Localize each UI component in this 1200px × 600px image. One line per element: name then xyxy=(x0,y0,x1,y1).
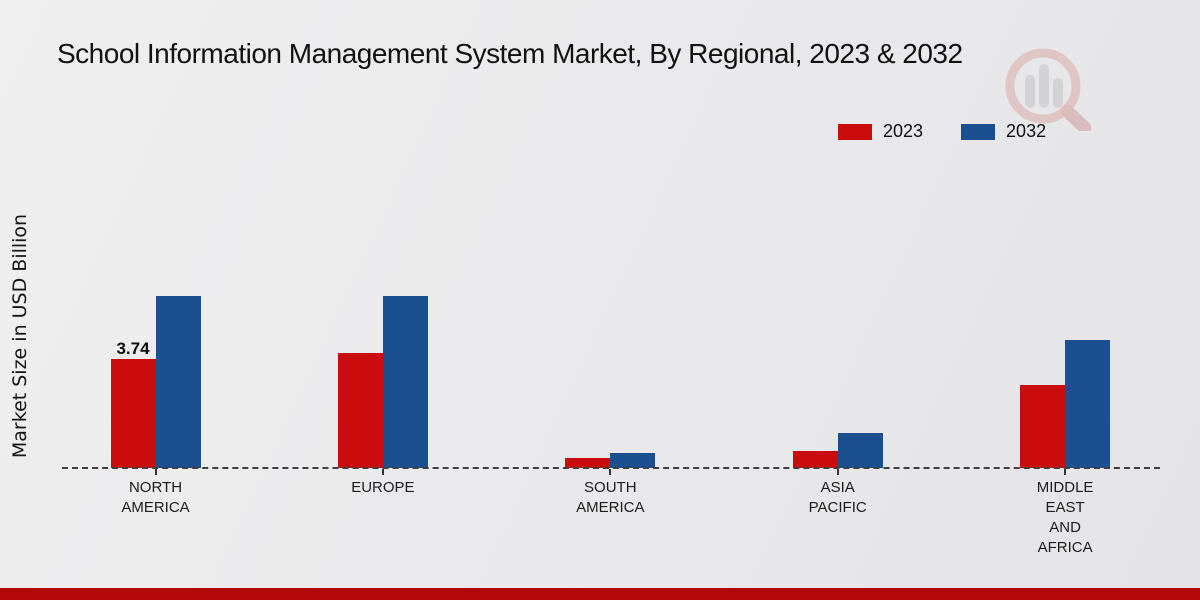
bar-2032-asia-pacific xyxy=(837,433,883,468)
bar-group-europe xyxy=(337,296,428,468)
bar-2023-north-america xyxy=(110,359,156,468)
x-axis-baseline xyxy=(62,467,1160,469)
legend-swatch-2032 xyxy=(961,123,996,140)
chart-title: School Information Management System Mar… xyxy=(57,38,963,69)
x-tick-europe xyxy=(381,469,384,475)
legend-label-2032: 2032 xyxy=(1006,121,1047,141)
bar-group-asia-pacific xyxy=(792,433,883,468)
legend-swatch-2023 xyxy=(838,123,872,140)
x-label-middle-east-and-africa: MIDDLE EAST AND AFRICA xyxy=(1036,479,1094,556)
bar-2023-south-america xyxy=(565,457,611,468)
legend-item-2032: 2032 xyxy=(961,121,1046,142)
bar-group-south-america xyxy=(565,453,656,468)
plot-area: 3.74 xyxy=(110,296,1111,468)
brand-watermark-logo xyxy=(1005,48,1092,131)
value-label-2023-north-america: 3.74 xyxy=(116,339,150,358)
bar-group-middle-east-and-africa xyxy=(1020,339,1111,468)
bar-2023-europe xyxy=(337,352,383,468)
x-label-south-america: SOUTH AMERICA xyxy=(576,479,645,516)
x-label-europe: EUROPE xyxy=(351,479,415,496)
legend: 2023 2032 xyxy=(838,121,1046,142)
bar-2032-north-america xyxy=(155,296,201,468)
bar-2032-middle-east-and-africa xyxy=(1065,339,1111,468)
bar-2023-middle-east-and-africa xyxy=(1020,385,1066,468)
x-label-asia-pacific: ASIA PACIFIC xyxy=(808,479,867,516)
x-label-north-america: NORTH AMERICA xyxy=(121,479,190,516)
bar-2032-south-america xyxy=(610,453,656,468)
bar-2032-europe xyxy=(382,296,428,468)
x-tick-asia-pacific xyxy=(836,469,839,475)
legend-label-2023: 2023 xyxy=(883,121,924,141)
x-tick-north-america xyxy=(154,469,157,475)
x-tick-south-america xyxy=(609,469,612,475)
legend-item-2023: 2023 xyxy=(838,121,923,142)
footer-bar xyxy=(0,588,1200,600)
bar-group-north-america: 3.74 xyxy=(110,296,201,468)
bar-2023-asia-pacific xyxy=(792,450,838,468)
x-tick-middle-east-and-africa xyxy=(1064,469,1067,475)
